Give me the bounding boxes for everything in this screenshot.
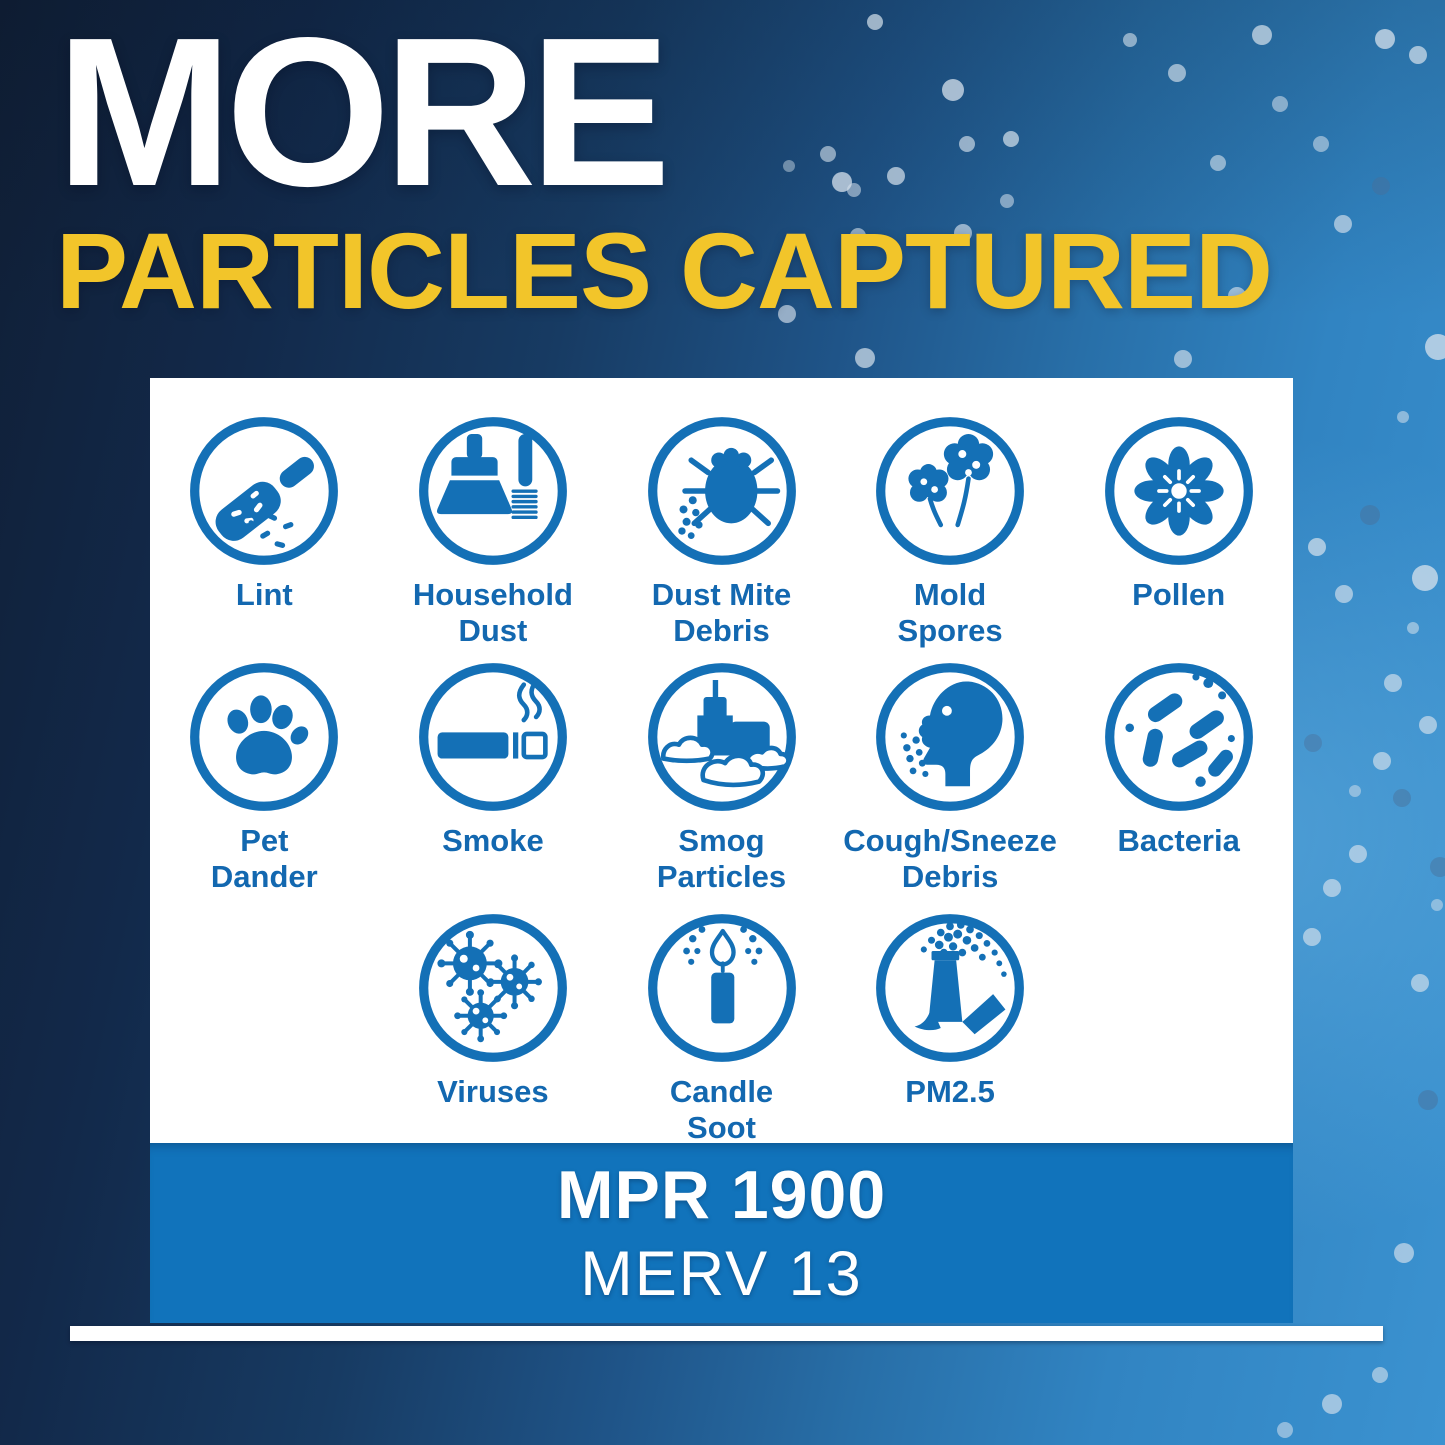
particle-label: PM2.5 xyxy=(905,1074,995,1110)
sneezing-face-icon xyxy=(873,660,1027,814)
smokestack-icon xyxy=(873,911,1027,1065)
background-dot xyxy=(1373,752,1391,770)
background-dot xyxy=(1372,177,1390,195)
merv-rating: MERV 13 xyxy=(580,1239,863,1309)
background-dot xyxy=(1303,928,1321,946)
particle-item-smoke: Smoke xyxy=(379,660,608,896)
particle-item-dust-mite-debris: Dust Mite Debris xyxy=(607,414,836,650)
virus-icon xyxy=(416,911,570,1065)
particle-label: Bacteria xyxy=(1117,822,1240,858)
particle-item-smog-particles: Smog Particles xyxy=(607,660,836,896)
headline-more: MORE xyxy=(56,0,671,230)
background-dot xyxy=(1323,879,1341,897)
particle-item-household-dust: Household Dust xyxy=(379,414,608,650)
particle-label: Pet Dander xyxy=(210,822,318,894)
particle-item-mold-spores: Mold Spores xyxy=(836,414,1065,650)
background-dot xyxy=(1277,1422,1293,1438)
bacteria-icon xyxy=(1102,660,1256,814)
mold-spores-icon xyxy=(873,414,1027,568)
background-dot xyxy=(855,348,875,368)
background-dot xyxy=(1397,411,1409,423)
background-dot xyxy=(1322,1394,1342,1414)
particle-label: Dust Mite Debris xyxy=(651,577,792,649)
pollen-flower-icon xyxy=(1102,414,1256,568)
particles-row-2: Pet Dander Smoke Smog Particles xyxy=(150,660,1293,896)
background-dot xyxy=(1272,96,1288,112)
particle-item-lint: Lint xyxy=(150,414,379,650)
rating-bar: MPR 1900 MERV 13 xyxy=(150,1143,1293,1323)
background-dot xyxy=(1412,565,1438,591)
headline-particles-captured: PARTICLES CAPTURED xyxy=(56,210,1273,332)
particle-label: Pollen xyxy=(1132,577,1226,612)
bottom-white-rule xyxy=(70,1326,1383,1341)
mpr-rating: MPR 1900 xyxy=(556,1157,887,1233)
background-dot xyxy=(1360,505,1380,525)
background-dot xyxy=(1304,734,1322,752)
background-dot xyxy=(1308,538,1326,556)
particle-item-bacteria: Bacteria xyxy=(1064,660,1293,896)
particles-row-1: Lint Household Dust Dust Mite Debris xyxy=(150,414,1293,650)
particle-item-pet-dander: Pet Dander xyxy=(150,660,379,896)
background-dot xyxy=(1419,716,1437,734)
background-dot xyxy=(1409,46,1427,64)
city-smog-icon xyxy=(645,660,799,814)
particle-label: Smoke xyxy=(442,822,544,858)
background-dot xyxy=(1335,585,1353,603)
particle-label: Lint xyxy=(235,577,293,612)
particle-item-cough-sneeze-debris: Cough/Sneeze Debris xyxy=(836,660,1065,896)
background-dot xyxy=(1384,674,1402,692)
background-dot xyxy=(1393,789,1411,807)
headline: MORE PARTICLES CAPTURED xyxy=(56,0,1273,332)
background-dot xyxy=(1418,1090,1438,1110)
particle-item-pollen: Pollen xyxy=(1064,414,1293,650)
dustpan-brush-icon xyxy=(416,414,570,568)
particle-label: Mold Spores xyxy=(897,577,1003,649)
dust-mite-icon xyxy=(645,414,799,568)
background-dot xyxy=(1411,974,1429,992)
background-dot xyxy=(1349,785,1361,797)
particle-item-pm25: PM2.5 xyxy=(836,911,1065,1147)
particle-item-viruses: Viruses xyxy=(379,911,608,1147)
particle-label: Cough/Sneeze Debris xyxy=(843,822,1057,894)
background-dot xyxy=(1431,899,1443,911)
background-dot xyxy=(1407,622,1419,634)
background-dot xyxy=(1394,1243,1414,1263)
particles-card: Lint Household Dust Dust Mite Debris xyxy=(150,378,1293,1145)
candle-icon xyxy=(645,911,799,1065)
particle-item-candle-soot: Candle Soot xyxy=(607,911,836,1147)
background-dot xyxy=(1334,215,1352,233)
paw-print-icon xyxy=(187,660,341,814)
particle-label: Household Dust xyxy=(412,577,573,649)
particle-label: Viruses xyxy=(437,1074,549,1110)
background-dot xyxy=(1174,350,1192,368)
background-dot xyxy=(1430,857,1445,877)
particle-label: Candle Soot xyxy=(669,1074,774,1146)
particle-label: Smog Particles xyxy=(656,822,787,894)
background-dot xyxy=(1425,334,1445,360)
background-dot xyxy=(1372,1367,1388,1383)
cigarette-icon xyxy=(416,660,570,814)
background-dot xyxy=(1313,136,1329,152)
particles-row-3: Viruses Candle Soot PM2.5 xyxy=(150,911,1293,1147)
background-dot xyxy=(1349,845,1367,863)
lint-roller-icon xyxy=(187,414,341,568)
background-dot xyxy=(1375,29,1395,49)
